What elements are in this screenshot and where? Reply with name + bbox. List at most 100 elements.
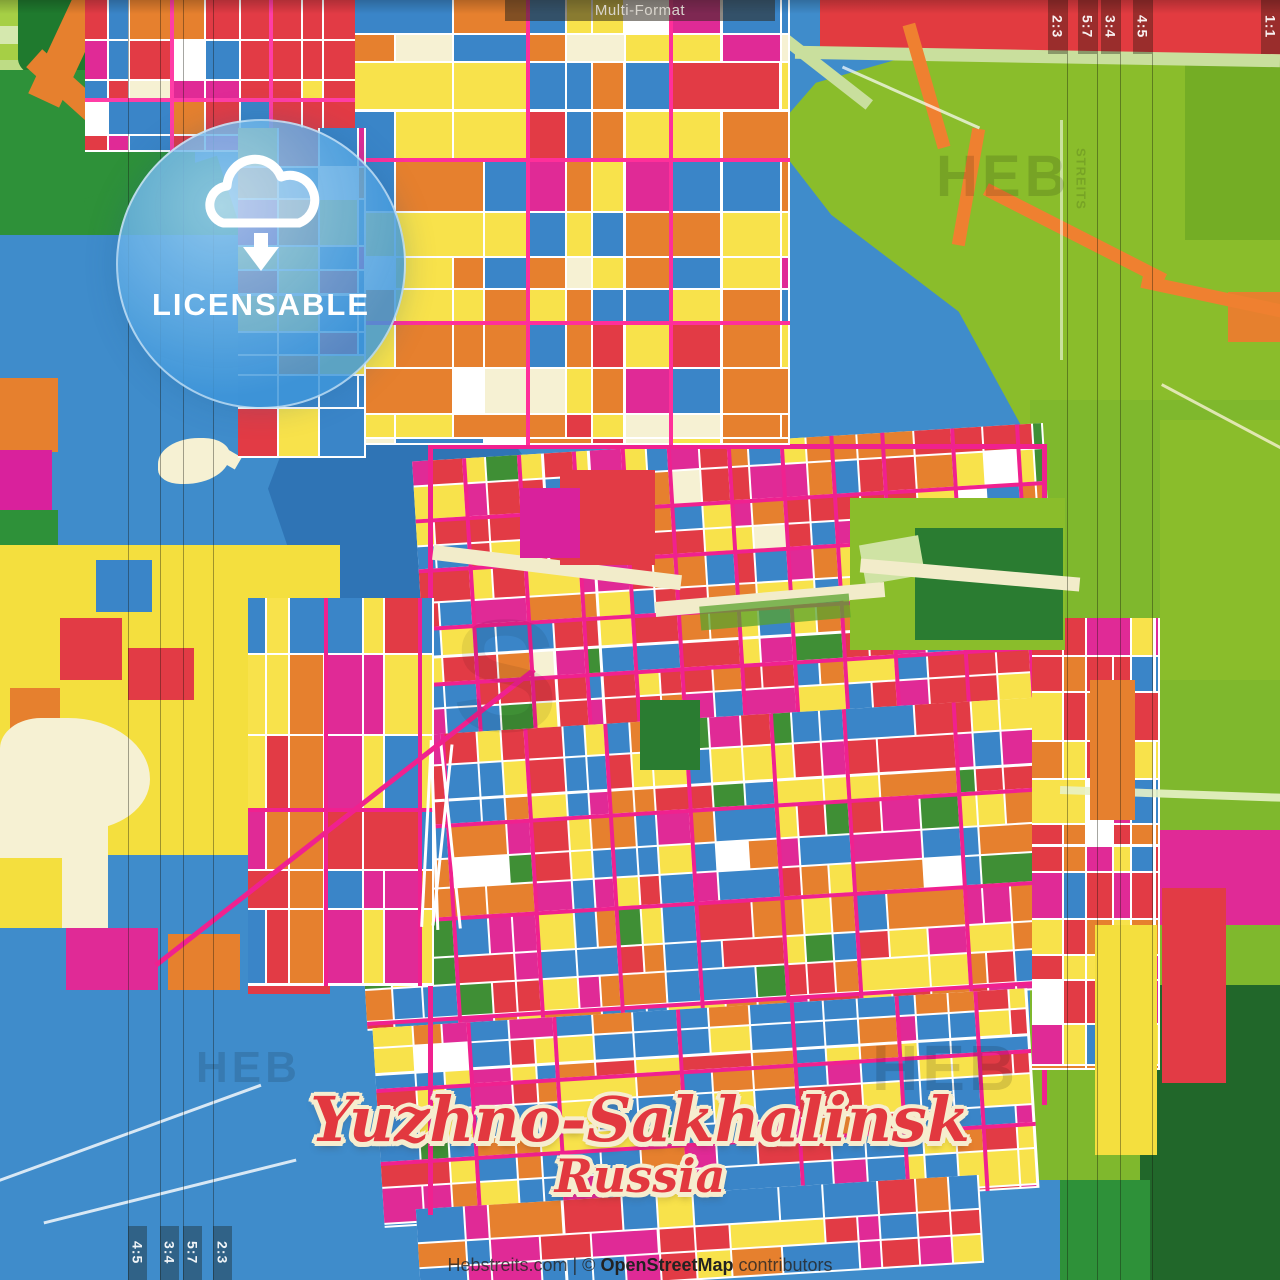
city-block [760, 636, 794, 663]
city-block [671, 322, 721, 367]
city-block [528, 257, 566, 288]
city-block [530, 818, 569, 853]
city-block [535, 1037, 556, 1064]
city-block [996, 648, 1031, 674]
crop-guide-label: 4:5 [128, 1226, 147, 1280]
city-block [563, 1196, 623, 1234]
city-block [302, 81, 322, 99]
city-block [540, 977, 579, 1011]
city-block [805, 934, 834, 962]
city-block [693, 1187, 780, 1226]
city-block [821, 741, 847, 776]
city-block [857, 996, 896, 1018]
city-block [680, 639, 741, 668]
city-block [1155, 780, 1158, 823]
city-block [592, 438, 624, 443]
city-block [831, 1134, 866, 1160]
city-block [485, 212, 526, 256]
city-block [602, 672, 636, 698]
city-block [722, 368, 788, 414]
map-feature [520, 488, 580, 558]
city-block [396, 289, 452, 321]
city-block [1132, 741, 1154, 779]
city-block [528, 415, 566, 437]
city-block [1063, 919, 1085, 955]
city-block [363, 909, 383, 984]
city-block [592, 62, 624, 110]
city-block [761, 662, 795, 688]
city-block [708, 715, 742, 748]
city-block [537, 1064, 557, 1080]
city-block [1032, 956, 1062, 980]
city-block [567, 792, 589, 817]
crop-guide-label: 5:7 [183, 1226, 202, 1280]
city-block [267, 909, 289, 984]
city-block [914, 701, 972, 736]
city-block [130, 40, 171, 80]
city-block [570, 851, 593, 880]
city-block [373, 1046, 414, 1074]
city-block [528, 212, 566, 256]
city-block [881, 796, 921, 832]
city-block [987, 1185, 1019, 1189]
city-block [829, 864, 854, 894]
city-block [592, 212, 624, 256]
city-block [983, 1125, 1017, 1151]
city-block [442, 1022, 468, 1043]
city-block [594, 878, 615, 909]
city-block [953, 452, 985, 487]
city-block [647, 446, 668, 472]
city-block [700, 468, 731, 502]
city-block [592, 322, 624, 367]
city-block [325, 654, 362, 735]
city-block [248, 809, 266, 870]
city-block [793, 633, 843, 661]
city-block [448, 822, 507, 858]
city-block [722, 438, 788, 443]
crop-guide-label: 3:4 [160, 1226, 179, 1280]
city-block [774, 778, 824, 804]
city-block [722, 212, 780, 256]
city-block [396, 34, 452, 61]
city-block [567, 289, 591, 321]
city-block [567, 212, 591, 256]
city-block [1008, 988, 1026, 1008]
city-block [172, 100, 205, 134]
city-block [446, 799, 482, 824]
city-block [355, 368, 452, 414]
city-block [267, 736, 289, 808]
city-block [662, 904, 697, 943]
watermark: HEB STREITS [936, 144, 1089, 210]
city-block [290, 909, 324, 984]
city-block [279, 408, 318, 456]
city-block [512, 913, 537, 952]
city-block [748, 839, 778, 869]
city-block [656, 810, 691, 845]
city-block [1063, 981, 1085, 1024]
city-block [1032, 872, 1062, 918]
city-block [567, 368, 591, 414]
city-block [1114, 846, 1131, 871]
city-block [567, 34, 624, 61]
city-block [822, 1181, 879, 1218]
city-block [973, 731, 1002, 767]
map-zone-west-stripes [248, 598, 434, 986]
city-block [706, 552, 736, 585]
city-block [591, 1229, 659, 1257]
city-block [488, 915, 513, 954]
city-block [660, 669, 682, 694]
city-block [363, 871, 383, 908]
city-block [637, 846, 659, 876]
major-road [432, 444, 1047, 449]
city-block [1063, 741, 1085, 779]
city-block [589, 791, 609, 815]
city-block [975, 989, 1009, 1010]
city-block [632, 613, 679, 644]
map-feature [1162, 888, 1226, 1083]
city-block [109, 100, 171, 134]
city-block [625, 289, 670, 321]
city-block [447, 1108, 474, 1139]
city-block [1032, 1025, 1062, 1064]
city-block [1132, 846, 1154, 871]
city-block [1032, 656, 1062, 692]
